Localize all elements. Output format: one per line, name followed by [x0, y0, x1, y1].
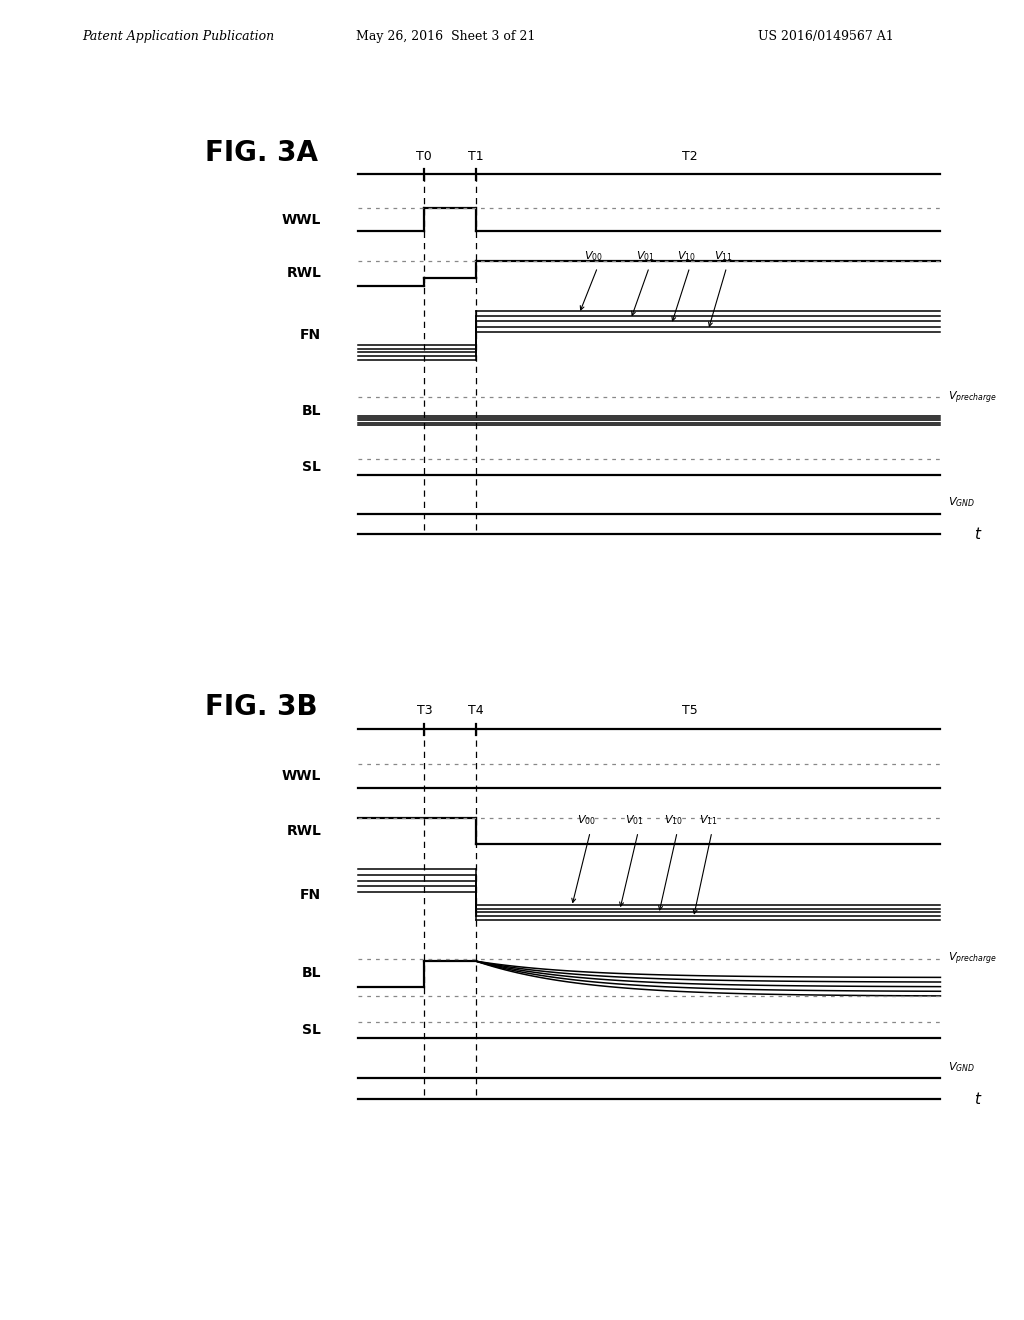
Text: $V_{01}$: $V_{01}$: [625, 813, 644, 828]
Text: BL: BL: [302, 966, 322, 979]
Text: $V_{01}$: $V_{01}$: [636, 249, 655, 263]
Text: $V_{precharge}$: $V_{precharge}$: [948, 950, 997, 968]
Text: RWL: RWL: [287, 267, 322, 280]
Text: T4: T4: [468, 705, 483, 718]
Text: T5: T5: [682, 705, 697, 718]
Text: FN: FN: [300, 329, 322, 342]
Text: $t$: $t$: [974, 527, 982, 543]
Text: WWL: WWL: [282, 213, 322, 227]
Text: T3: T3: [417, 705, 432, 718]
Text: RWL: RWL: [287, 824, 322, 838]
Text: SL: SL: [302, 459, 322, 474]
Text: $t$: $t$: [974, 1092, 982, 1107]
Text: FIG. 3B: FIG. 3B: [205, 693, 317, 721]
Text: Patent Application Publication: Patent Application Publication: [82, 30, 274, 44]
Text: FIG. 3A: FIG. 3A: [205, 139, 317, 166]
Text: BL: BL: [302, 404, 322, 418]
Text: $V_{precharge}$: $V_{precharge}$: [948, 389, 997, 405]
Text: $V_{10}$: $V_{10}$: [665, 813, 683, 828]
Text: May 26, 2016  Sheet 3 of 21: May 26, 2016 Sheet 3 of 21: [355, 30, 536, 44]
Text: T2: T2: [682, 150, 697, 162]
Text: FN: FN: [300, 887, 322, 902]
Text: $V_{11}$: $V_{11}$: [698, 813, 718, 828]
Text: $V_{10}$: $V_{10}$: [677, 249, 695, 263]
Text: $V_{11}$: $V_{11}$: [714, 249, 732, 263]
Text: T0: T0: [417, 150, 432, 162]
Text: US 2016/0149567 A1: US 2016/0149567 A1: [758, 30, 894, 44]
Text: $V_{GND}$: $V_{GND}$: [948, 495, 975, 510]
Text: WWL: WWL: [282, 770, 322, 783]
Text: $V_{GND}$: $V_{GND}$: [948, 1060, 975, 1073]
Text: $V_{00}$: $V_{00}$: [578, 813, 596, 828]
Text: $V_{00}$: $V_{00}$: [585, 249, 603, 263]
Text: SL: SL: [302, 1023, 322, 1038]
Text: T1: T1: [468, 150, 483, 162]
